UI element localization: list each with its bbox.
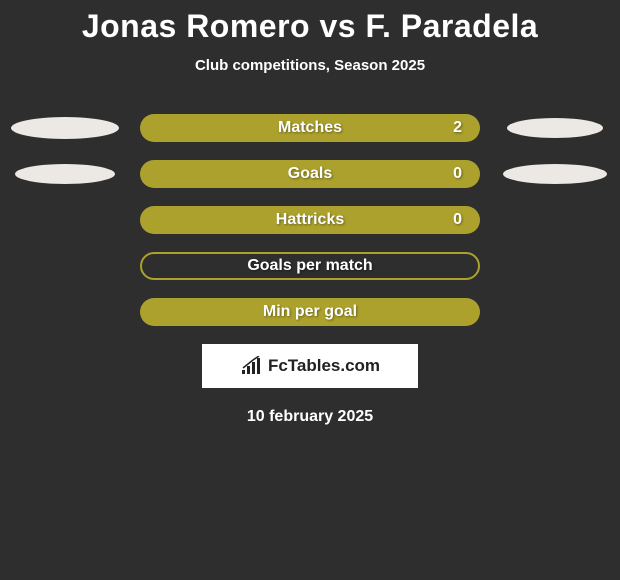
stat-bar: Hattricks 0 (140, 206, 480, 234)
chart-icon (240, 356, 264, 376)
stat-label: Goals (288, 165, 332, 183)
stats-container: Matches 2 Goals 0 Hattricks 0 Goals per match M… (0, 114, 620, 326)
stat-row: Min per goal (0, 298, 620, 326)
stat-row: Matches 2 (0, 114, 620, 142)
stat-bar: Goals per match (140, 252, 480, 280)
player-ellipse-left (11, 117, 119, 139)
stat-label: Goals per match (247, 257, 372, 275)
stat-label: Hattricks (276, 211, 344, 229)
player-ellipse-right (507, 118, 603, 138)
stat-value-right: 2 (453, 119, 462, 137)
stat-row: Goals 0 (0, 160, 620, 188)
stat-label: Matches (278, 119, 342, 137)
stat-value-right: 0 (453, 211, 462, 229)
stat-bar: Goals 0 (140, 160, 480, 188)
page-title: Jonas Romero vs F. Paradela (0, 8, 620, 45)
right-ellipse-slot (500, 118, 610, 138)
logo-box: FcTables.com (202, 344, 418, 388)
right-ellipse-slot (500, 164, 610, 184)
stat-row: Goals per match (0, 252, 620, 280)
left-ellipse-slot (10, 117, 120, 139)
stat-bar: Matches 2 (140, 114, 480, 142)
stat-bar: Min per goal (140, 298, 480, 326)
comparison-infographic: Jonas Romero vs F. Paradela Club competi… (0, 0, 620, 426)
player-ellipse-left (15, 164, 115, 184)
stat-label: Min per goal (263, 303, 357, 321)
logo-text: FcTables.com (268, 356, 380, 376)
left-ellipse-slot (10, 164, 120, 184)
player-ellipse-right (503, 164, 607, 184)
date-text: 10 february 2025 (0, 408, 620, 426)
stat-value-right: 0 (453, 165, 462, 183)
stat-row: Hattricks 0 (0, 206, 620, 234)
subtitle: Club competitions, Season 2025 (0, 57, 620, 74)
